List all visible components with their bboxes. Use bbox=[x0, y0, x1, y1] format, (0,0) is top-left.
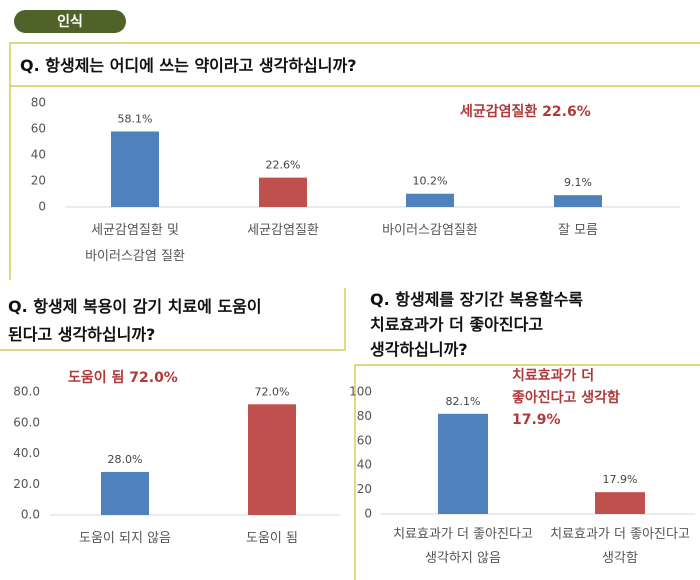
y-tick-label: 20 bbox=[357, 482, 372, 496]
value-label: 9.1% bbox=[564, 176, 592, 189]
annotation: 세균감염질환 22.6% bbox=[460, 103, 591, 120]
x-tick-label: 세균감염질환 bbox=[247, 223, 319, 238]
x-tick-label: 도움이 됨 bbox=[246, 531, 298, 546]
y-tick-label: 60 bbox=[357, 433, 372, 447]
value-label: 22.6% bbox=[266, 159, 301, 172]
y-tick-label: 80.0 bbox=[13, 385, 40, 399]
bar bbox=[111, 131, 159, 207]
x-tick-label: 도움이 되지 않음 bbox=[79, 531, 171, 546]
value-label: 58.1% bbox=[118, 112, 153, 125]
y-tick-label: 80 bbox=[357, 409, 372, 423]
value-label: 17.9% bbox=[603, 473, 638, 486]
y-tick-label: 0.0 bbox=[21, 508, 40, 522]
value-label: 28.0% bbox=[108, 453, 143, 466]
chart-title: Q. 항생제 복용이 감기 치료에 도움이 된다고 생각하십니까? bbox=[8, 297, 262, 344]
y-tick-label: 20 bbox=[31, 174, 46, 188]
y-tick-label: 60.0 bbox=[13, 415, 40, 429]
y-tick-label: 40 bbox=[31, 148, 46, 162]
y-tick-label: 0 bbox=[38, 200, 46, 214]
bar bbox=[248, 404, 296, 515]
y-tick-label: 40 bbox=[357, 458, 372, 472]
panel-frame bbox=[354, 364, 700, 580]
x-tick-label: 세균감염질환 및 바이러스감염 질환 bbox=[85, 223, 185, 264]
x-tick-label: 치료효과가 더 좋아진다고 생각함 bbox=[550, 527, 690, 566]
value-label: 10.2% bbox=[413, 175, 448, 188]
annotation: 치료효과가 더 좋아진다고 생각함 17.9% bbox=[512, 368, 620, 428]
y-tick-label: 0 bbox=[364, 507, 372, 521]
chart-title: Q. 항생제는 어디에 쓰는 약이라고 생각하십니까? bbox=[20, 56, 357, 75]
value-label: 72.0% bbox=[255, 385, 290, 398]
bar bbox=[595, 492, 645, 514]
y-tick-label: 100 bbox=[349, 385, 372, 399]
x-tick-label: 치료효과가 더 좋아진다고 생각하지 않음 bbox=[393, 527, 533, 566]
bar bbox=[259, 177, 307, 207]
y-tick-label: 80 bbox=[31, 96, 46, 110]
bar bbox=[406, 193, 454, 207]
panel-frame bbox=[0, 288, 346, 351]
bar bbox=[438, 413, 488, 514]
bar bbox=[554, 195, 602, 207]
tab bbox=[14, 10, 126, 33]
y-tick-label: 60 bbox=[31, 122, 46, 136]
bar bbox=[101, 471, 149, 515]
y-tick-label: 40.0 bbox=[13, 446, 40, 460]
panel-frame bbox=[9, 42, 700, 280]
y-tick-label: 20.0 bbox=[13, 477, 40, 491]
annotation: 도움이 됨 72.0% bbox=[68, 369, 178, 386]
x-tick-label: 잘 모름 bbox=[558, 223, 598, 238]
chart-title: Q. 항생제를 장기간 복용할수록 치료효과가 더 좋아진다고 생각하십니까? bbox=[370, 290, 583, 359]
value-label: 82.1% bbox=[446, 395, 481, 408]
tab-label: 인식 bbox=[57, 13, 83, 30]
x-tick-label: 바이러스감염질환 bbox=[382, 223, 478, 238]
